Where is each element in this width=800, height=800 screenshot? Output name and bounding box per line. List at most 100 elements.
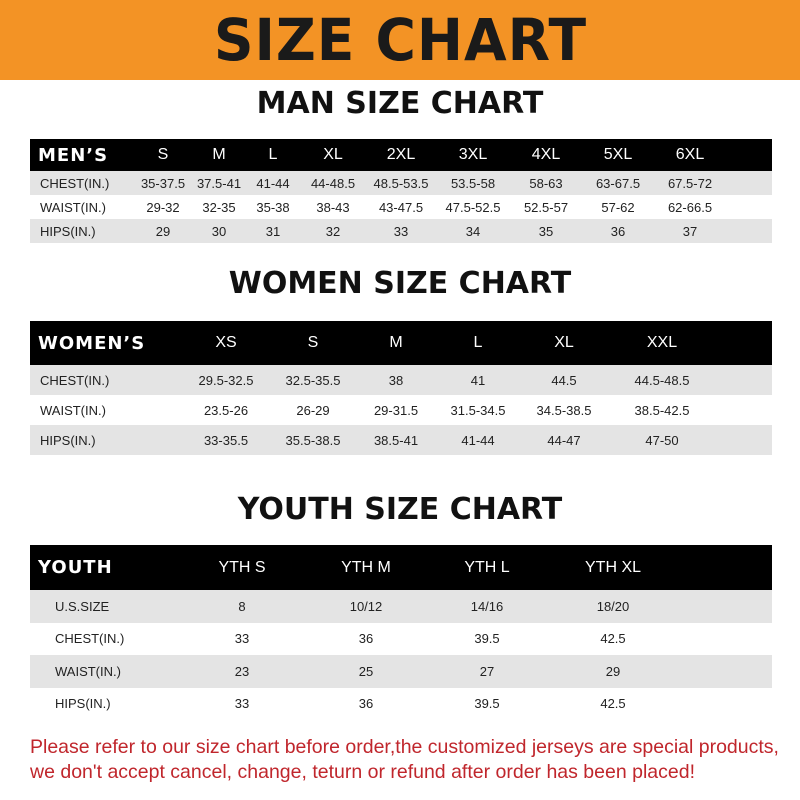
size-value: 41-44 <box>256 175 290 191</box>
size-value: 30 <box>211 223 227 239</box>
size-header: 5XL <box>603 146 633 163</box>
size-header: M <box>212 146 226 163</box>
size-value: 32-35 <box>202 199 236 215</box>
size-value: 57-62 <box>601 199 635 215</box>
size-value: 39.5 <box>474 631 500 647</box>
row-label: WAIST(IN.) <box>55 663 121 679</box>
size-value: 42.5 <box>600 696 626 712</box>
size-value: 36 <box>358 631 374 647</box>
size-header: S <box>157 146 169 163</box>
size-value: 27 <box>479 663 495 679</box>
size-value: 67.5-72 <box>667 175 713 191</box>
size-value: 42.5 <box>600 631 626 647</box>
size-value: 43-47.5 <box>378 199 424 215</box>
size-value: 62-66.5 <box>667 199 713 215</box>
size-value: 48.5-53.5 <box>373 175 429 191</box>
size-value: 36 <box>358 696 374 712</box>
size-value: 18/20 <box>596 598 630 614</box>
size-value: 35.5-38.5 <box>285 432 341 448</box>
size-value: 35 <box>538 223 554 239</box>
size-header: 2XL <box>386 146 416 163</box>
size-value: 47-50 <box>645 432 679 448</box>
row-label: CHEST(IN.) <box>40 372 110 388</box>
table-row: U.S.SIZE 8 10/12 14/16 18/20 <box>30 590 772 623</box>
size-value: 31 <box>265 223 281 239</box>
footer-notice-line-1: Please refer to our size chart before or… <box>30 736 779 758</box>
size-value: 35-37.5 <box>140 175 186 191</box>
size-value: 25 <box>358 663 374 679</box>
size-header: L <box>268 146 278 163</box>
size-value: 41-44 <box>461 432 495 448</box>
size-value: 44-48.5 <box>310 175 356 191</box>
size-header: 4XL <box>531 146 561 163</box>
table-title-cell: YOUTH <box>38 557 113 578</box>
size-value: 33 <box>393 223 409 239</box>
size-header: YTH S <box>218 558 266 576</box>
size-value: 26-29 <box>296 402 330 418</box>
size-value: 52.5-57 <box>523 199 569 215</box>
size-value: 38.5-42.5 <box>634 402 690 418</box>
size-value: 32 <box>325 223 341 239</box>
size-header: XL <box>554 334 574 351</box>
size-value: 37.5-41 <box>196 175 242 191</box>
size-value: 10/12 <box>349 598 383 614</box>
size-value: 35-38 <box>256 199 290 215</box>
table-row: WAIST(IN.) 23.5-26 26-29 29-31.5 31.5-34.5 34… <box>30 395 772 425</box>
size-value: 29.5-32.5 <box>198 372 254 388</box>
size-value: 39.5 <box>474 696 500 712</box>
women-section-title: WOMEN SIZE CHART <box>228 266 572 301</box>
table-row: CHEST(IN.) 33 36 39.5 42.5 <box>30 622 772 655</box>
size-header: YTH L <box>464 558 510 576</box>
table-row: WAIST(IN.) 29-32 32-35 35-38 38-43 43-47.5 47.… <box>30 195 772 219</box>
row-label: HIPS(IN.) <box>55 696 111 712</box>
size-value: 33 <box>234 631 250 647</box>
size-value: 29-31.5 <box>373 402 419 418</box>
size-value: 33-35.5 <box>203 432 249 448</box>
table-row: CHEST(IN.) 35-37.5 37.5-41 41-44 44-48.5 48.5… <box>30 171 772 195</box>
table-title-cell: MEN’S <box>38 144 109 166</box>
size-value: 14/16 <box>470 598 504 614</box>
size-header: XL <box>323 146 343 163</box>
table-row: WAIST(IN.) 23 25 27 29 <box>30 655 772 688</box>
size-value: 29 <box>155 223 171 239</box>
size-value: 23 <box>234 663 250 679</box>
size-value: 38-43 <box>316 199 350 215</box>
size-value: 44.5 <box>551 372 577 388</box>
size-value: 63-67.5 <box>595 175 641 191</box>
header-row: MEN’S S M L XL 2XL 3XL 4XL 5XL 6XL <box>30 139 772 171</box>
size-value: 44-47 <box>547 432 581 448</box>
size-value: 37 <box>682 223 698 239</box>
table-title-cell: WOMEN’S <box>38 332 146 354</box>
size-value: 53.5-58 <box>450 175 496 191</box>
size-value: 34 <box>465 223 481 239</box>
size-header: XS <box>215 334 237 351</box>
size-header: L <box>473 334 483 351</box>
title-banner: SIZE CHART <box>0 0 800 80</box>
header-row: YOUTH YTH S YTH M YTH L YTH XL <box>30 545 772 590</box>
table-row: CHEST(IN.) 29.5-32.5 32.5-35.5 38 41 44.5 44.5… <box>30 365 772 395</box>
size-value: 58-63 <box>529 175 563 191</box>
women-size-table: WOMEN’S XS S M L XL XXL CHEST(IN.) 29.5-32.5 32.5… <box>30 321 772 455</box>
size-value: 32.5-35.5 <box>285 372 341 388</box>
table-row: HIPS(IN.) 33 36 39.5 42.5 <box>30 687 772 720</box>
table-row: HIPS(IN.) 29 30 31 32 33 34 35 36 37 <box>30 219 772 243</box>
size-value: 31.5-34.5 <box>450 402 506 418</box>
size-value: 36 <box>610 223 626 239</box>
size-value: 47.5-52.5 <box>445 199 501 215</box>
header-row: WOMEN’S XS S M L XL XXL <box>30 321 772 365</box>
size-header: YTH XL <box>584 558 642 576</box>
table-row: HIPS(IN.) 33-35.5 35.5-38.5 38.5-41 41-44 44-… <box>30 425 772 455</box>
row-label: U.S.SIZE <box>55 598 110 614</box>
size-header: S <box>307 334 319 351</box>
size-value: 44.5-48.5 <box>634 372 690 388</box>
row-label: WAIST(IN.) <box>40 402 106 418</box>
size-header: XXL <box>646 334 678 351</box>
row-label: CHEST(IN.) <box>40 175 110 191</box>
size-value: 29 <box>605 663 621 679</box>
page-title: SIZE CHART <box>213 6 587 74</box>
youth-size-table: YOUTH YTH S YTH M YTH L YTH XL U.S.SIZE 8 10/12… <box>30 545 772 720</box>
size-header: 3XL <box>458 146 488 163</box>
size-value: 8 <box>238 598 246 614</box>
size-header: 6XL <box>675 146 705 163</box>
